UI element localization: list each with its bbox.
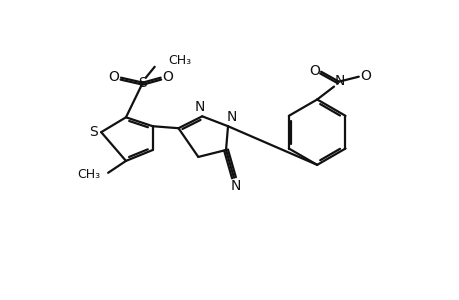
Text: N: N	[334, 74, 344, 88]
Text: O: O	[162, 70, 173, 84]
Text: N: N	[230, 179, 241, 193]
Text: O: O	[359, 69, 370, 83]
Text: CH₃: CH₃	[168, 54, 191, 67]
Text: S: S	[89, 125, 97, 139]
Text: N: N	[195, 100, 205, 114]
Text: O: O	[108, 70, 119, 84]
Text: S: S	[138, 76, 147, 90]
Text: N: N	[226, 110, 237, 124]
Text: O: O	[308, 64, 319, 78]
Text: CH₃: CH₃	[77, 168, 100, 181]
